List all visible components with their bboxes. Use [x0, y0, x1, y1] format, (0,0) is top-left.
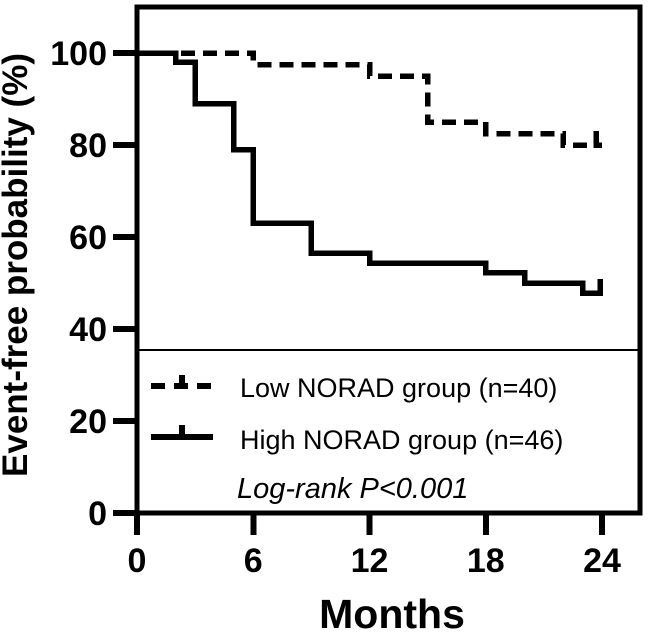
logrank-annotation: Log-rank P<0.001: [237, 473, 468, 505]
plot-box: [134, 4, 643, 516]
y-tick-label: 60: [69, 219, 107, 257]
y-tick-label: 20: [69, 403, 107, 441]
x-tick-label: 6: [244, 542, 263, 580]
axes-layer: 0 20 40 60 80 100 0 6 12 18 24: [50, 4, 643, 580]
legend: Low NORAD group (n=40) High NORAD group …: [151, 373, 563, 505]
y-axis-title: Event-free probability (%): [0, 53, 35, 477]
legend-label-low-norad: Low NORAD group (n=40): [240, 373, 557, 403]
x-tick-label: 24: [583, 542, 621, 580]
x-tick-label: 18: [467, 542, 505, 580]
survival-curve-low-norad: [137, 50, 602, 148]
y-tick-label: 0: [88, 495, 107, 533]
x-tick-label: 0: [128, 542, 147, 580]
y-tick-label: 80: [69, 127, 107, 165]
legend-label-high-norad: High NORAD group (n=46): [240, 425, 563, 455]
y-tick-label: 40: [69, 311, 107, 349]
survival-curve-high-norad: [137, 50, 602, 296]
y-tick-label: 100: [50, 35, 107, 73]
curves-layer: [137, 50, 603, 297]
x-axis-title: Months: [319, 591, 465, 633]
x-tick-label: 12: [351, 542, 389, 580]
